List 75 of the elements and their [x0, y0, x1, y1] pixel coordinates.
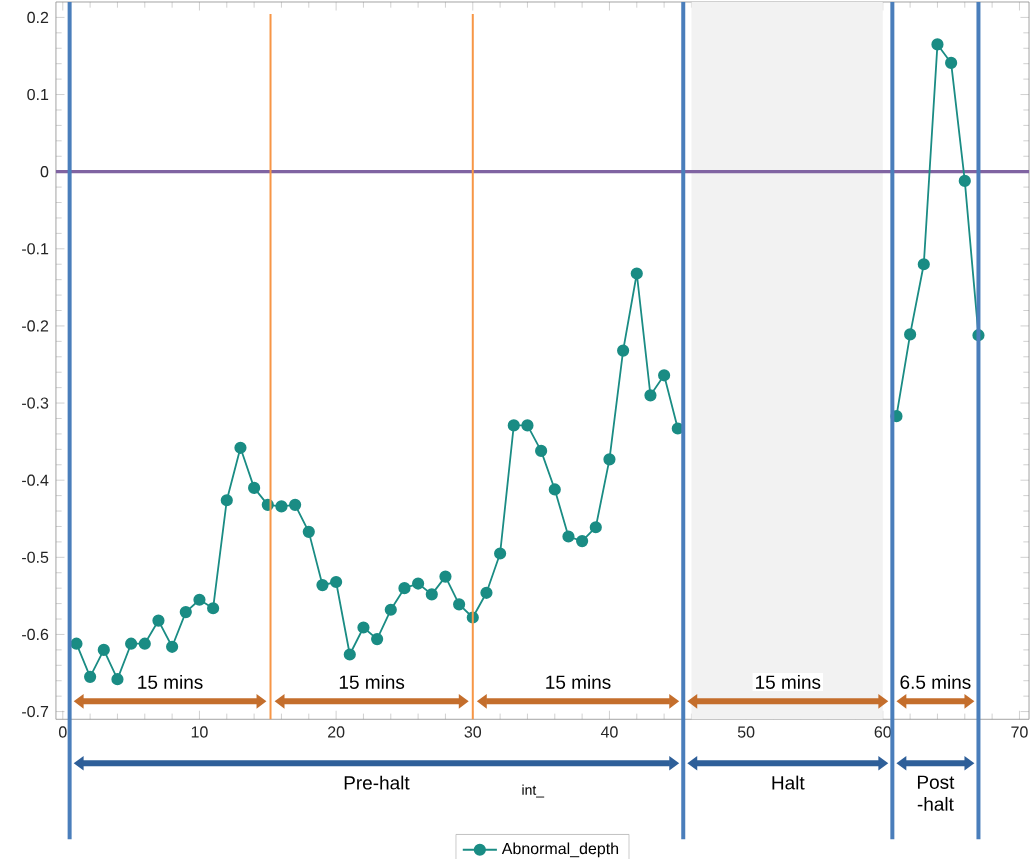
point — [84, 670, 97, 683]
point — [548, 483, 561, 496]
x-tick-label: 30 — [464, 726, 482, 738]
annotation: 15 mins — [756, 674, 821, 689]
point — [630, 267, 643, 280]
point — [412, 577, 425, 590]
x-tick-label: 10 — [191, 726, 208, 738]
x-tick-label: 50 — [737, 726, 755, 738]
point — [384, 603, 397, 616]
point — [617, 344, 630, 357]
point — [166, 640, 179, 653]
point — [439, 570, 452, 583]
point — [330, 575, 343, 589]
point — [97, 643, 110, 656]
annotation: 6.5 mins — [900, 674, 971, 689]
point — [316, 578, 329, 592]
x-axis-title: int_ — [522, 784, 545, 798]
y-tick-label: -0.2 — [22, 320, 49, 332]
text: Pre-halt — [344, 775, 410, 790]
point — [644, 389, 657, 402]
point — [302, 525, 315, 538]
point — [658, 369, 671, 382]
text: Post -halt — [917, 775, 955, 811]
y-tick-label: 0 — [40, 165, 49, 178]
point — [535, 444, 548, 457]
annotation: 15 mins — [138, 674, 203, 689]
x-tick-label: 40 — [600, 726, 618, 738]
point — [357, 621, 370, 634]
point — [207, 602, 220, 615]
x-tick-label: 0 — [58, 726, 67, 738]
point — [234, 441, 247, 454]
y-tick-label: -0.1 — [22, 243, 49, 255]
point — [138, 637, 151, 650]
text: Halt — [772, 775, 805, 790]
point — [371, 632, 384, 646]
point — [603, 453, 616, 466]
y-tick-label: -0.3 — [22, 397, 49, 409]
point — [343, 648, 356, 661]
point — [453, 598, 466, 611]
point — [507, 419, 520, 432]
point — [193, 593, 206, 606]
point — [289, 498, 302, 511]
annotation: 15 mins — [546, 674, 611, 689]
point — [958, 174, 971, 187]
point — [562, 530, 575, 543]
point — [480, 586, 493, 599]
point — [917, 258, 930, 271]
point — [425, 588, 438, 601]
legend-label: Abnormal_depth — [501, 842, 619, 858]
y-tick-label: -0.5 — [22, 551, 49, 563]
y-tick-label: -0.6 — [22, 628, 49, 641]
x-tick-label: 60 — [874, 726, 892, 738]
point — [220, 494, 233, 507]
point — [275, 500, 288, 513]
point — [494, 547, 507, 560]
point — [70, 637, 83, 650]
point — [111, 673, 124, 686]
y-tick-label: 0.1 — [27, 88, 49, 101]
y-tick-label: 0.2 — [27, 11, 49, 23]
x-tick-label: 70 — [1011, 726, 1028, 738]
point — [945, 56, 958, 69]
point — [904, 328, 917, 341]
y-tick-label: -0.7 — [22, 705, 49, 718]
point — [179, 605, 192, 619]
annotation: 15 mins — [339, 674, 405, 689]
point — [521, 419, 534, 432]
point — [576, 534, 589, 548]
point — [152, 614, 165, 627]
point — [589, 521, 602, 534]
x-tick-label: 20 — [328, 726, 345, 738]
point — [125, 637, 138, 650]
y-tick-label: -0.4 — [22, 474, 49, 486]
point — [398, 582, 411, 595]
point — [248, 481, 261, 494]
point — [931, 38, 944, 51]
